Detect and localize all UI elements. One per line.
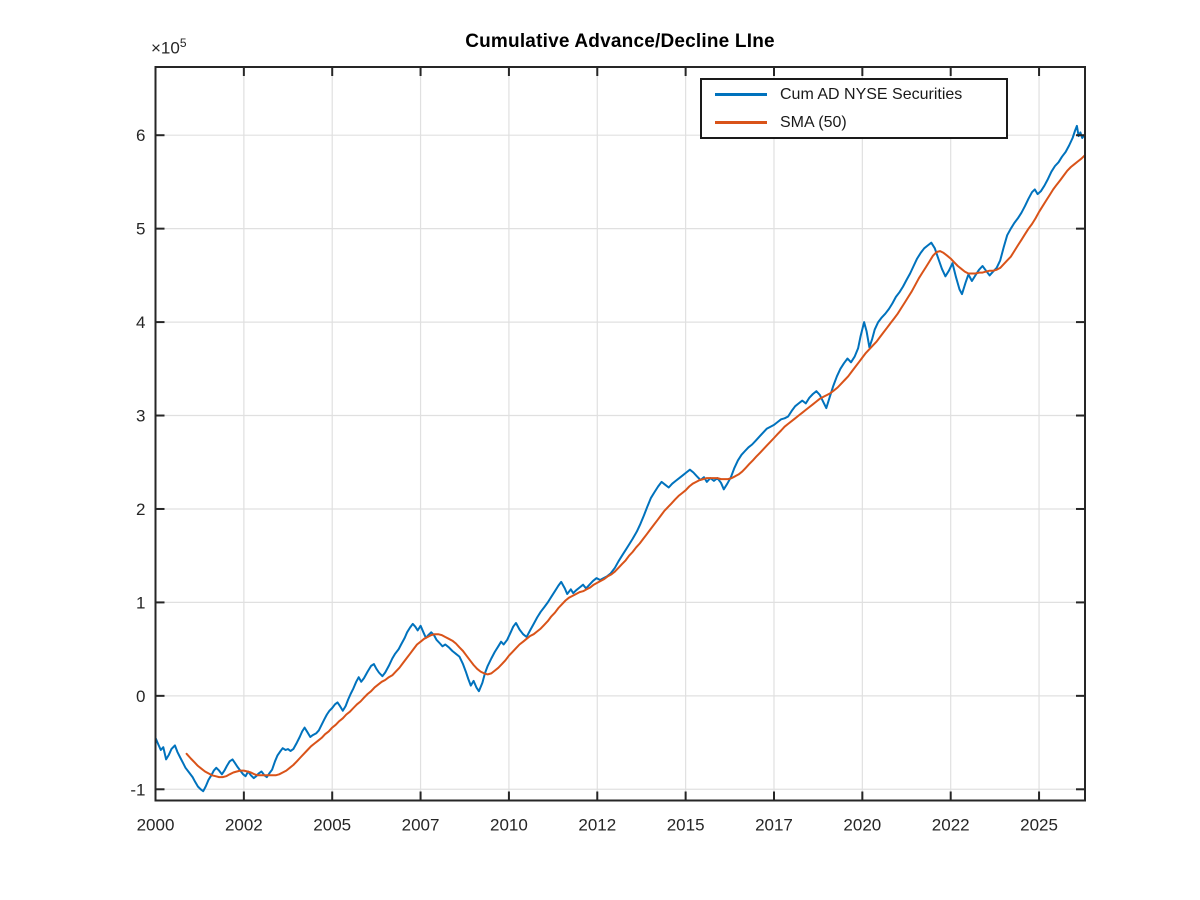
x-tick-label: 2017 — [755, 816, 793, 835]
grid-lines — [154, 67, 1085, 801]
axes-box — [154, 66, 1086, 802]
y-tick-label: 4 — [136, 313, 145, 332]
legend-item-cum-ad: Cum AD NYSE Securities — [715, 83, 1006, 107]
x-tick-label: 2007 — [402, 816, 440, 835]
x-tick-label: 2005 — [313, 816, 351, 835]
legend-label-cum-ad: Cum AD NYSE Securities — [780, 85, 963, 103]
x-tick-label: 2022 — [932, 816, 970, 835]
x-tick-label: 2000 — [137, 816, 175, 835]
chart-title: Cumulative Advance/Decline LIne — [465, 31, 775, 52]
x-tick-label: 2010 — [490, 816, 528, 835]
series-line-cum-ad — [155, 124, 1085, 793]
y-tick-label: 6 — [136, 126, 145, 145]
x-tick-label: 2002 — [225, 816, 263, 835]
legend-label-sma50: SMA (50) — [780, 113, 847, 131]
y-tick-label: 2 — [136, 500, 145, 519]
x-tick-label: 2025 — [1020, 816, 1058, 835]
x-tick-label: 2015 — [667, 816, 705, 835]
y-axis-exponent-base: ×10 — [151, 38, 180, 58]
y-tick-label: 1 — [136, 593, 145, 612]
legend: Cum AD NYSE Securities SMA (50) — [700, 78, 1008, 139]
y-tick-label: 0 — [136, 687, 145, 706]
x-tick-label: 2012 — [578, 816, 616, 835]
y-tick-label: 3 — [136, 407, 145, 426]
plot-area — [155, 124, 1085, 793]
legend-line-sample-orange-icon — [715, 121, 767, 124]
y-axis-exponent-power: 5 — [179, 36, 187, 50]
legend-line-sample-blue-icon — [715, 93, 767, 96]
y-axis-exponent-label: ×105 — [151, 36, 187, 59]
tick-marks — [154, 67, 1085, 801]
x-tick-label: 2020 — [843, 816, 881, 835]
series-line-sma50 — [185, 154, 1085, 779]
tick-labels: 2000 2002 2005 2007 2010 2012 2015 2017 2020 2022… — [130, 126, 1058, 834]
y-tick-label: 5 — [136, 220, 145, 239]
y-tick-label: -1 — [130, 780, 145, 799]
legend-item-sma50: SMA (50) — [715, 111, 1006, 135]
